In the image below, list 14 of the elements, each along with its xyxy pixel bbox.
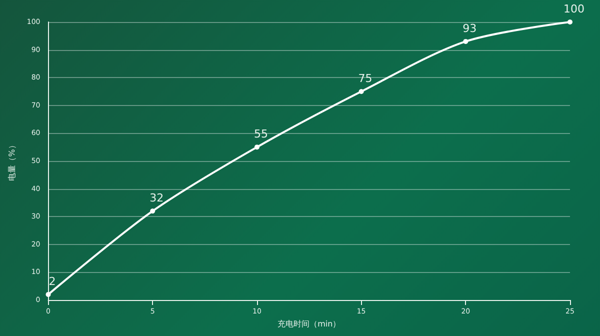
x-axis-title: 充电时间（min） — [278, 319, 341, 328]
y-axis-title: 电量（%） — [8, 141, 16, 181]
data-label: 75 — [358, 72, 372, 85]
data-label: 2 — [48, 274, 56, 288]
data-label: 100 — [564, 2, 584, 16]
data-label: 32 — [150, 192, 164, 205]
data-label: 55 — [254, 128, 268, 141]
point — [46, 292, 51, 297]
point — [254, 144, 260, 150]
point — [568, 20, 572, 24]
point — [150, 208, 156, 214]
point — [358, 89, 364, 94]
data-label: 93 — [462, 22, 477, 35]
point — [463, 38, 468, 44]
